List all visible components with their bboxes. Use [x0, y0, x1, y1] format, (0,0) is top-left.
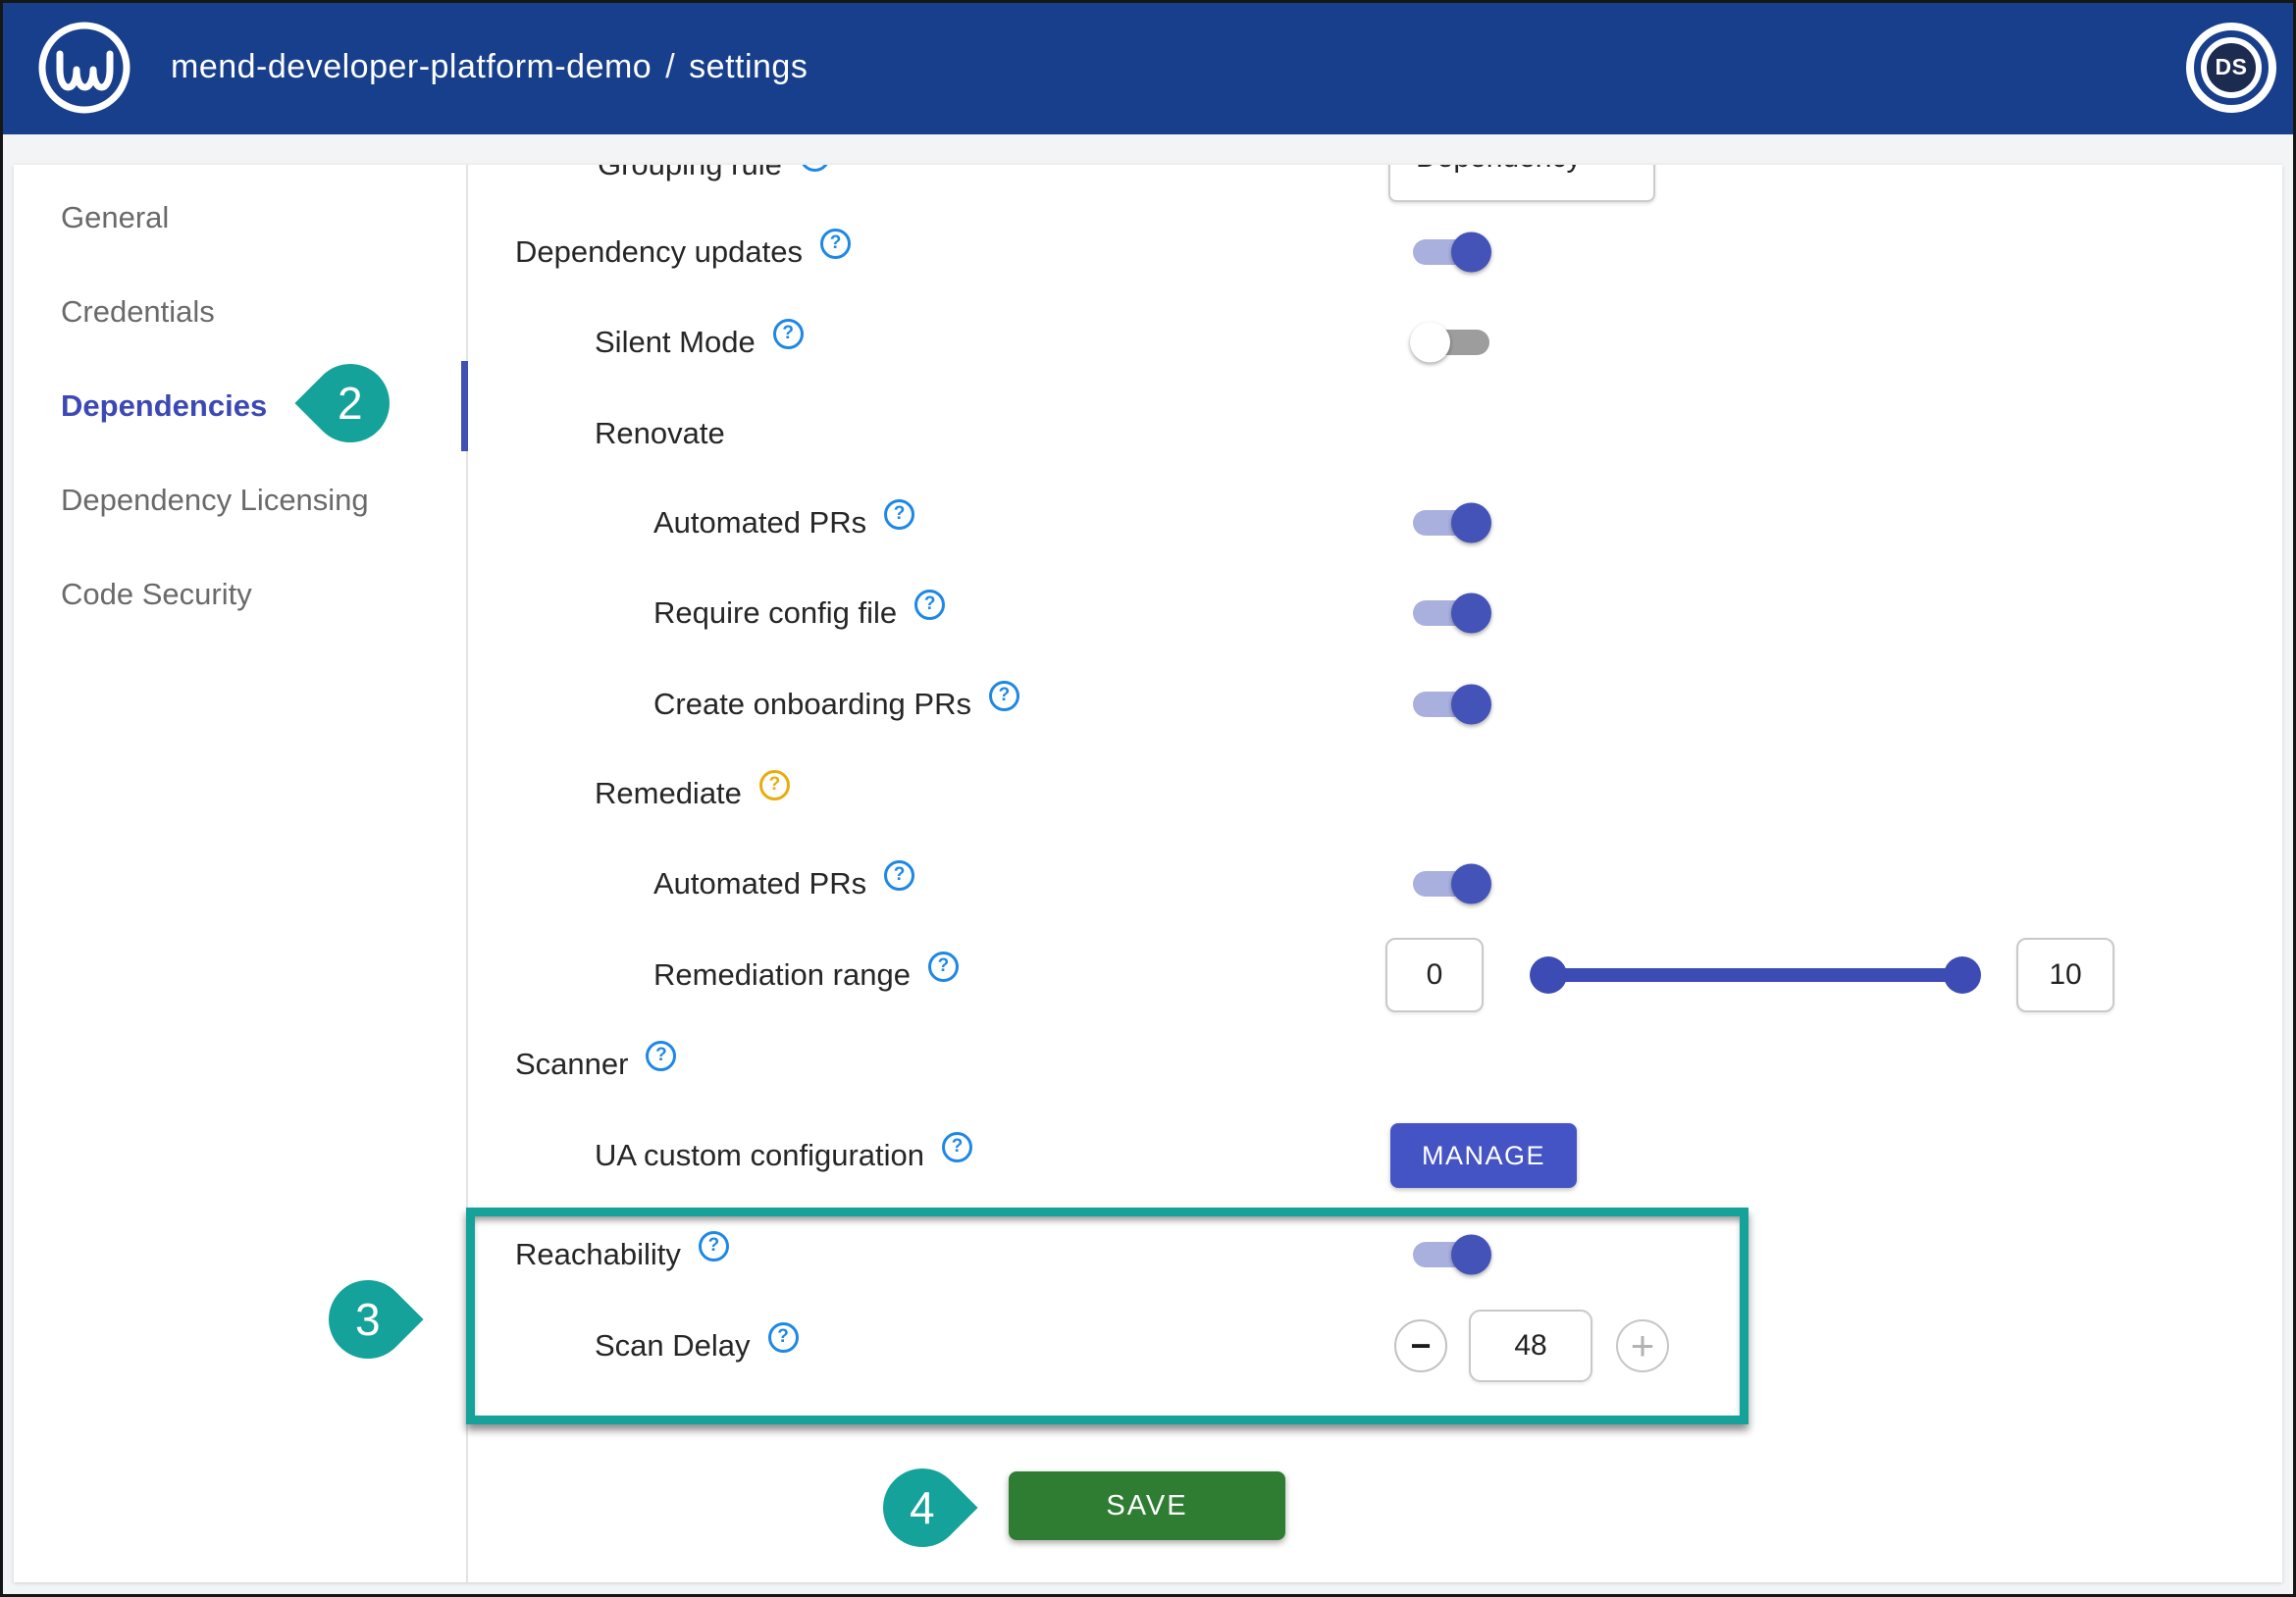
- remediate-label: Remediate: [595, 776, 742, 810]
- plus-icon: +: [1630, 1322, 1655, 1368]
- sidebar-item-dependency-licensing[interactable]: Dependency Licensing: [14, 453, 466, 547]
- grouping-rule-dropdown[interactable]: Dependency ▾: [1388, 165, 1655, 202]
- save-button[interactable]: SAVE: [1009, 1471, 1285, 1540]
- automated-prs-label: Automated PRs: [653, 505, 867, 540]
- settings-sidebar: General Credentials Dependencies Depende…: [14, 165, 468, 1582]
- remediation-range-row: Remediation range ?: [653, 951, 959, 999]
- help-icon[interactable]: ?: [927, 951, 959, 982]
- breadcrumb-separator: /: [665, 48, 676, 85]
- breadcrumb: mend-developer-platform-demo / settings: [171, 48, 808, 86]
- renovate-section-row: Renovate: [595, 410, 725, 457]
- step-2-number: 2: [338, 378, 363, 429]
- remediate-automated-prs-toggle[interactable]: [1413, 863, 1491, 904]
- renovate-automated-prs-toggle[interactable]: [1413, 502, 1491, 543]
- mend-logo-icon[interactable]: [35, 19, 133, 117]
- remediation-range-min-input[interactable]: [1385, 938, 1484, 1012]
- grouping-rule-label: Grouping rule: [598, 165, 782, 182]
- step-4-number: 4: [910, 1482, 935, 1533]
- require-config-file-row: Require config file ?: [653, 589, 946, 637]
- scanner-section-row: Scanner ?: [515, 1040, 677, 1088]
- silent-mode-label: Silent Mode: [595, 325, 756, 359]
- toggle-thumb: [1451, 684, 1491, 725]
- ua-custom-configuration-label: UA custom configuration: [595, 1138, 925, 1172]
- breadcrumb-page: settings: [689, 48, 809, 85]
- scan-delay-row: Scan Delay ?: [595, 1321, 799, 1369]
- help-icon[interactable]: ?: [942, 1131, 973, 1162]
- help-icon[interactable]: ?: [646, 1040, 677, 1071]
- avatar[interactable]: DS: [2186, 22, 2276, 113]
- create-onboarding-prs-toggle[interactable]: [1413, 684, 1491, 725]
- dependency-updates-label: Dependency updates: [515, 234, 804, 269]
- toggle-thumb: [1451, 863, 1491, 904]
- active-indicator: [461, 361, 468, 451]
- scan-delay-input[interactable]: [1469, 1310, 1592, 1382]
- chevron-down-icon: ▾: [1626, 165, 1636, 171]
- remediation-range-slider[interactable]: [1548, 968, 1962, 982]
- grouping-rule-value: Dependency: [1390, 165, 1581, 175]
- minus-icon: −: [1410, 1325, 1432, 1365]
- silent-mode-toggle[interactable]: [1410, 322, 1489, 363]
- sidebar-item-label: General: [61, 200, 170, 234]
- sidebar-item-label: Code Security: [61, 577, 252, 611]
- scan-delay-decrement-button[interactable]: −: [1394, 1319, 1447, 1372]
- dependency-updates-row: Dependency updates ?: [515, 228, 852, 276]
- renovate-automated-prs-row: Automated PRs ?: [653, 498, 915, 546]
- remediation-range-label: Remediation range: [653, 957, 911, 992]
- reachability-row: Reachability ?: [515, 1230, 729, 1278]
- remediate-section-row: Remediate ?: [595, 769, 790, 817]
- reachability-toggle[interactable]: [1413, 1234, 1491, 1275]
- sidebar-item-label: Dependency Licensing: [61, 483, 369, 517]
- toggle-thumb: [1451, 232, 1491, 273]
- remediate-automated-prs-row: Automated PRs ?: [653, 859, 915, 907]
- sidebar-item-label: Credentials: [61, 294, 215, 329]
- sidebar-item-code-security[interactable]: Code Security: [14, 547, 466, 642]
- help-icon[interactable]: ?: [698, 1230, 729, 1262]
- help-icon[interactable]: ?: [884, 859, 915, 891]
- create-onboarding-prs-row: Create onboarding PRs ?: [653, 680, 1019, 728]
- help-icon[interactable]: ?: [884, 498, 915, 530]
- require-config-file-toggle[interactable]: [1413, 592, 1491, 634]
- silent-mode-row: Silent Mode ?: [595, 318, 804, 366]
- grouping-rule-row: Grouping rule ?: [598, 165, 830, 188]
- require-config-file-label: Require config file: [653, 595, 898, 630]
- scan-delay-label: Scan Delay: [595, 1328, 751, 1363]
- create-onboarding-prs-label: Create onboarding PRs: [653, 687, 971, 721]
- toggle-thumb: [1451, 1234, 1491, 1275]
- sidebar-item-general[interactable]: General: [14, 171, 466, 265]
- toggle-thumb: [1451, 502, 1491, 543]
- avatar-initials: DS: [2201, 36, 2262, 98]
- sidebar-item-credentials[interactable]: Credentials: [14, 265, 466, 359]
- breadcrumb-project[interactable]: mend-developer-platform-demo: [171, 48, 652, 85]
- help-icon[interactable]: ?: [758, 769, 790, 800]
- renovate-label: Renovate: [595, 416, 725, 450]
- step-4-badge: 4: [866, 1452, 978, 1564]
- remediation-range-max-input[interactable]: [2016, 938, 2114, 1012]
- ua-custom-configuration-row: UA custom configuration ?: [595, 1131, 973, 1179]
- help-icon[interactable]: ?: [799, 165, 830, 172]
- toggle-thumb: [1451, 592, 1491, 634]
- automated-prs-label: Automated PRs: [653, 866, 867, 901]
- help-icon[interactable]: ?: [914, 589, 946, 620]
- help-icon[interactable]: ?: [767, 1321, 799, 1353]
- sidebar-item-label: Dependencies: [61, 388, 268, 423]
- top-bar: mend-developer-platform-demo / settings …: [0, 0, 2296, 134]
- slider-handle-min[interactable]: [1530, 956, 1567, 994]
- manage-button[interactable]: MANAGE: [1390, 1123, 1577, 1188]
- scanner-label: Scanner: [515, 1047, 629, 1081]
- scan-delay-increment-button[interactable]: +: [1616, 1319, 1669, 1372]
- sidebar-item-dependencies[interactable]: Dependencies: [14, 359, 468, 453]
- slider-handle-max[interactable]: [1944, 956, 1981, 994]
- help-icon[interactable]: ?: [772, 318, 804, 349]
- help-icon[interactable]: ?: [820, 228, 852, 259]
- step-3-number: 3: [355, 1294, 381, 1345]
- toggle-thumb: [1410, 322, 1450, 363]
- dependency-updates-toggle[interactable]: [1413, 232, 1491, 273]
- help-icon[interactable]: ?: [988, 680, 1019, 711]
- reachability-label: Reachability: [515, 1237, 681, 1271]
- settings-panel: General Credentials Dependencies Depende…: [14, 165, 2282, 1582]
